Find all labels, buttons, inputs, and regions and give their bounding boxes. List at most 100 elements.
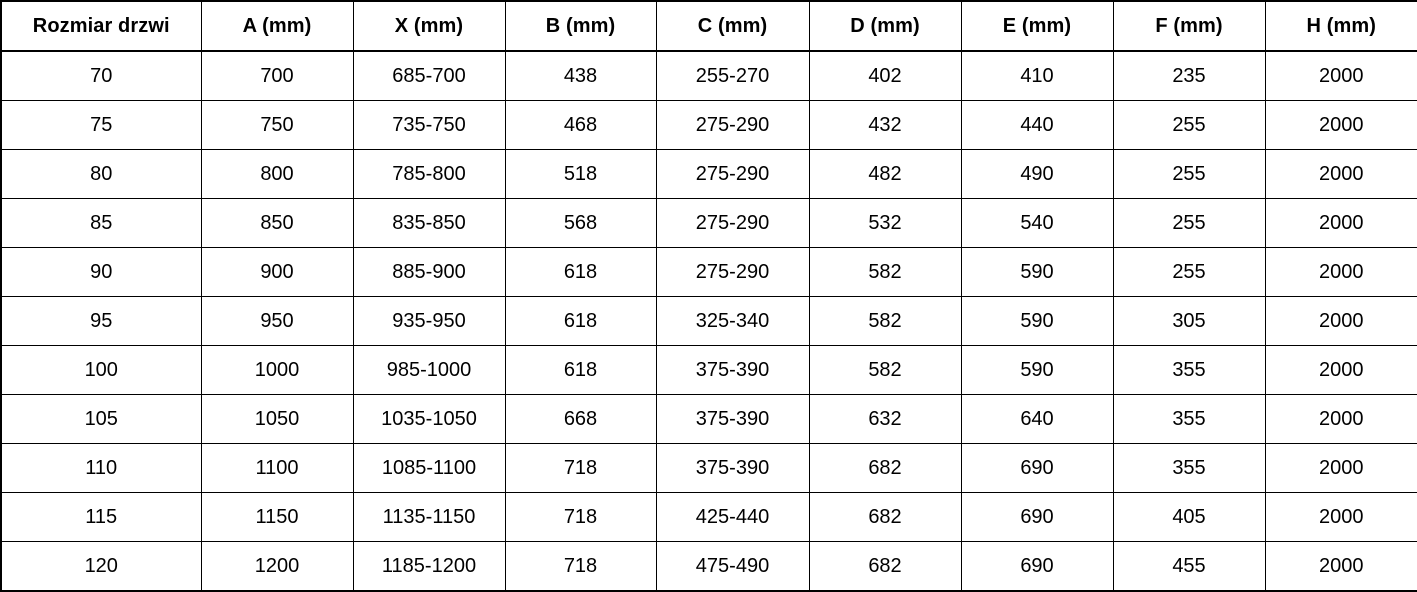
table-cell: 682 — [808, 492, 962, 542]
table-cell: 682 — [808, 443, 962, 493]
table-cell: 518 — [504, 149, 657, 199]
table-cell: 540 — [960, 198, 1114, 248]
column-header-a: A (mm) — [200, 0, 354, 52]
table-cell: 718 — [504, 443, 657, 493]
table-row: 105 1050 1035-1050 668 375-390 632 640 355 2000 — [0, 394, 1417, 444]
table-cell: 640 — [960, 394, 1114, 444]
table-cell: 255 — [1112, 198, 1266, 248]
table-cell: 690 — [960, 492, 1114, 542]
column-header-h: H (mm) — [1264, 0, 1417, 52]
table-cell: 590 — [960, 247, 1114, 297]
table-row: 115 1150 1135-1150 718 425-440 682 690 405 2000 — [0, 492, 1417, 542]
table-cell: 425-440 — [655, 492, 810, 542]
table-cell: 1135-1150 — [352, 492, 506, 542]
table-cell: 90 — [0, 247, 202, 297]
table-cell: 2000 — [1264, 100, 1417, 150]
table-cell: 682 — [808, 541, 962, 592]
column-header-x: X (mm) — [352, 0, 506, 52]
table-row: 85 850 835-850 568 275-290 532 540 255 2000 — [0, 198, 1417, 248]
table-cell: 690 — [960, 541, 1114, 592]
table-cell: 1085-1100 — [352, 443, 506, 493]
table-row: 120 1200 1185-1200 718 475-490 682 690 455 2000 — [0, 541, 1417, 592]
table-cell: 750 — [200, 100, 354, 150]
table-cell: 835-850 — [352, 198, 506, 248]
table-cell: 568 — [504, 198, 657, 248]
table-cell: 2000 — [1264, 541, 1417, 592]
table-cell: 275-290 — [655, 198, 810, 248]
table-cell: 355 — [1112, 394, 1266, 444]
table-cell: 685-700 — [352, 50, 506, 101]
table-cell: 2000 — [1264, 443, 1417, 493]
table-cell: 105 — [0, 394, 202, 444]
table-cell: 275-290 — [655, 247, 810, 297]
table-cell: 110 — [0, 443, 202, 493]
table-cell: 618 — [504, 247, 657, 297]
table-cell: 582 — [808, 296, 962, 346]
table-cell: 668 — [504, 394, 657, 444]
table-row: 110 1100 1085-1100 718 375-390 682 690 355 2000 — [0, 443, 1417, 493]
table-cell: 632 — [808, 394, 962, 444]
column-header-e: E (mm) — [960, 0, 1114, 52]
table-cell: 255 — [1112, 149, 1266, 199]
column-header-b: B (mm) — [504, 0, 657, 52]
table-cell: 355 — [1112, 345, 1266, 395]
table-cell: 1185-1200 — [352, 541, 506, 592]
table-cell: 375-390 — [655, 394, 810, 444]
table-cell: 432 — [808, 100, 962, 150]
table-header-row: Rozmiar drzwi A (mm) X (mm) B (mm) C (mm… — [0, 0, 1417, 52]
table-cell: 80 — [0, 149, 202, 199]
column-header-door-size: Rozmiar drzwi — [0, 0, 202, 52]
table-cell: 2000 — [1264, 394, 1417, 444]
table-cell: 375-390 — [655, 345, 810, 395]
table-cell: 325-340 — [655, 296, 810, 346]
table-cell: 2000 — [1264, 149, 1417, 199]
table-cell: 235 — [1112, 50, 1266, 101]
table-body: 70 700 685-700 438 255-270 402 410 235 2000 75 750… — [0, 50, 1417, 592]
table-cell: 618 — [504, 345, 657, 395]
table-cell: 482 — [808, 149, 962, 199]
table-cell: 718 — [504, 541, 657, 592]
table-cell: 582 — [808, 345, 962, 395]
table-cell: 582 — [808, 247, 962, 297]
table-cell: 1150 — [200, 492, 354, 542]
table-row: 70 700 685-700 438 255-270 402 410 235 2000 — [0, 50, 1417, 101]
column-header-d: D (mm) — [808, 0, 962, 52]
table-cell: 438 — [504, 50, 657, 101]
table-cell: 355 — [1112, 443, 1266, 493]
table-cell: 255 — [1112, 100, 1266, 150]
table-row: 90 900 885-900 618 275-290 582 590 255 2000 — [0, 247, 1417, 297]
table-cell: 305 — [1112, 296, 1266, 346]
table-cell: 590 — [960, 296, 1114, 346]
table-row: 100 1000 985-1000 618 375-390 582 590 355 2000 — [0, 345, 1417, 395]
table-cell: 475-490 — [655, 541, 810, 592]
table-cell: 2000 — [1264, 492, 1417, 542]
table-cell: 618 — [504, 296, 657, 346]
table-cell: 100 — [0, 345, 202, 395]
table-cell: 735-750 — [352, 100, 506, 150]
table-cell: 1050 — [200, 394, 354, 444]
table-cell: 532 — [808, 198, 962, 248]
table-row: 95 950 935-950 618 325-340 582 590 305 2000 — [0, 296, 1417, 346]
table-cell: 590 — [960, 345, 1114, 395]
table-cell: 1200 — [200, 541, 354, 592]
table-cell: 1035-1050 — [352, 394, 506, 444]
table-cell: 2000 — [1264, 345, 1417, 395]
table-cell: 985-1000 — [352, 345, 506, 395]
table-cell: 2000 — [1264, 198, 1417, 248]
table-cell: 70 — [0, 50, 202, 101]
table-cell: 785-800 — [352, 149, 506, 199]
table-cell: 2000 — [1264, 247, 1417, 297]
table-cell: 255-270 — [655, 50, 810, 101]
table-cell: 115 — [0, 492, 202, 542]
column-header-c: C (mm) — [655, 0, 810, 52]
table-cell: 1100 — [200, 443, 354, 493]
table-cell: 85 — [0, 198, 202, 248]
table-cell: 120 — [0, 541, 202, 592]
table-cell: 410 — [960, 50, 1114, 101]
table-header: Rozmiar drzwi A (mm) X (mm) B (mm) C (mm… — [0, 0, 1417, 52]
table-cell: 800 — [200, 149, 354, 199]
table-row: 80 800 785-800 518 275-290 482 490 255 2000 — [0, 149, 1417, 199]
table-cell: 375-390 — [655, 443, 810, 493]
table-cell: 255 — [1112, 247, 1266, 297]
